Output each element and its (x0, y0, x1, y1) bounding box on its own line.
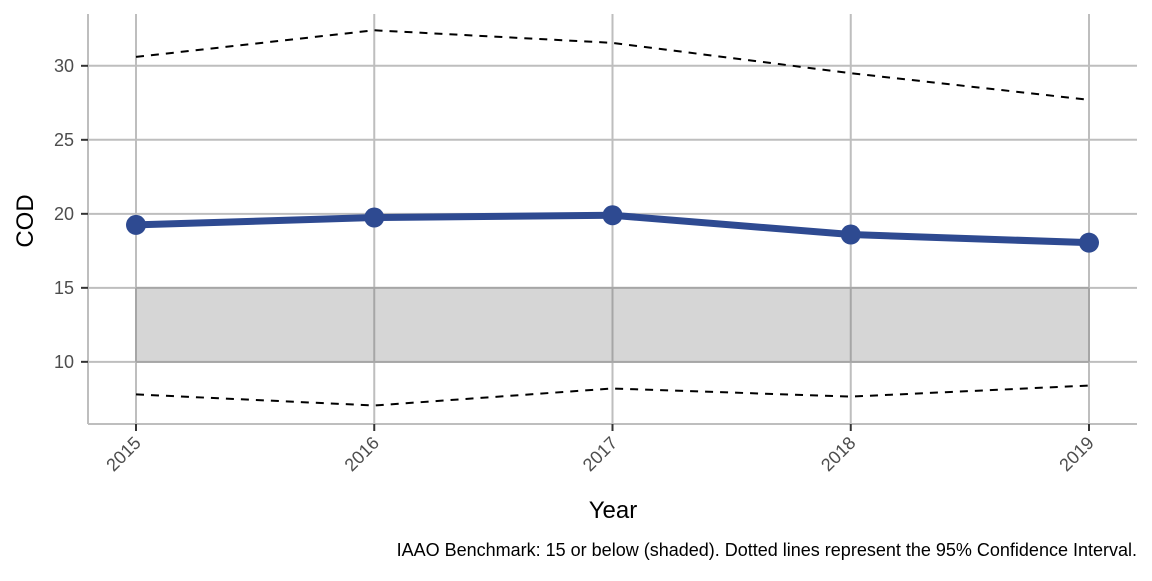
y-tick-label: 15 (54, 278, 74, 298)
x-tick-label: 2019 (1055, 433, 1097, 475)
chart-caption: IAAO Benchmark: 15 or below (shaded). Do… (397, 540, 1137, 560)
x-tick-label: 2017 (579, 433, 621, 475)
axis-layer: 10 15 20 25 30 2015 2016 2017 2018 2019 (54, 14, 1137, 475)
benchmark-band-layer (135, 286, 1090, 363)
y-tick-label: 20 (54, 204, 74, 224)
cod-data-point (364, 207, 385, 228)
x-tick-label: 2018 (817, 433, 859, 475)
cod-data-point (840, 224, 861, 245)
y-axis-title: COD (12, 194, 39, 247)
y-tick-label: 10 (54, 352, 74, 372)
ci-dashed-line-1 (135, 29, 1090, 101)
x-tick-label: 2015 (102, 433, 144, 475)
cod-data-point (602, 205, 623, 226)
y-tick-label: 30 (54, 56, 74, 76)
cod-data-point (126, 214, 146, 235)
series-layer (126, 29, 1099, 407)
x-tick-label: 2016 (341, 433, 383, 475)
x-axis-title: Year (589, 497, 638, 524)
ci-dashed-line-2 (135, 384, 1090, 407)
cod-data-point (1079, 232, 1099, 253)
y-tick-label: 25 (54, 130, 74, 150)
